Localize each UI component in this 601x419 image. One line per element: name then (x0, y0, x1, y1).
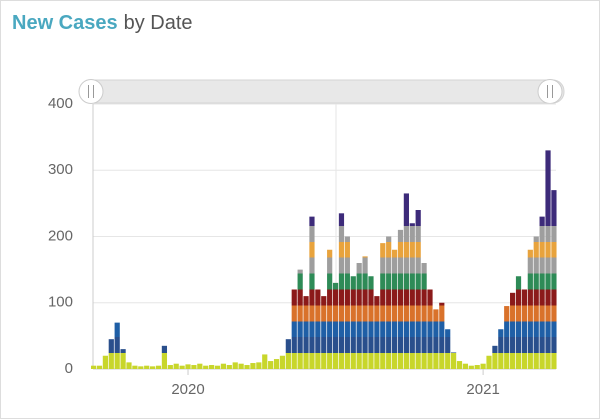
bar (185, 364, 191, 369)
bar (232, 362, 238, 369)
bar (539, 216, 545, 369)
bar (279, 355, 286, 369)
bar (108, 339, 114, 369)
bar (515, 276, 522, 369)
bar (256, 362, 262, 369)
chart-title: New Cases by Date (12, 12, 193, 34)
handle-grip (547, 85, 553, 98)
bar (350, 276, 356, 369)
slider-handle-right[interactable] (537, 79, 563, 104)
bar (90, 365, 97, 369)
bar (332, 282, 339, 369)
bar (551, 190, 557, 369)
bar (303, 296, 309, 369)
bar (527, 249, 533, 369)
bar (356, 263, 362, 369)
handle-grip (88, 85, 94, 98)
bar (309, 216, 315, 369)
bar (161, 345, 168, 369)
bar (504, 306, 510, 369)
bar (433, 309, 439, 369)
bar (344, 236, 350, 369)
bar (126, 362, 132, 369)
title-highlight: New Cases (12, 12, 118, 34)
bar (498, 329, 504, 369)
bar (173, 363, 179, 369)
bar (244, 365, 250, 369)
bar (226, 365, 232, 369)
bar (486, 355, 492, 369)
bar (362, 256, 368, 369)
title-rest: by Date (124, 12, 193, 34)
bar (102, 355, 108, 369)
bar (468, 365, 474, 369)
bar (220, 363, 227, 369)
bar (138, 366, 144, 369)
bar (120, 349, 126, 369)
bar (155, 365, 162, 369)
bar (386, 236, 392, 369)
bar (214, 365, 221, 369)
bar (421, 263, 427, 369)
bar (380, 243, 386, 369)
bar (427, 289, 433, 369)
bar (415, 210, 421, 369)
bar (191, 365, 197, 369)
bar (150, 366, 156, 369)
bar (197, 363, 203, 369)
bar (327, 249, 333, 369)
y-tick-label: 0 (65, 360, 73, 377)
bar (203, 365, 209, 369)
bar (474, 365, 480, 369)
bar (209, 365, 215, 369)
bar (445, 329, 451, 369)
bar (397, 229, 404, 369)
bar (338, 213, 345, 369)
bar (521, 289, 528, 369)
bar (533, 236, 539, 369)
y-tick-label: 400 (48, 95, 73, 112)
bar (291, 289, 297, 369)
bar (132, 365, 138, 369)
range-slider[interactable] (79, 79, 565, 104)
bar (285, 339, 291, 369)
bar (250, 363, 256, 369)
bar (96, 365, 103, 369)
bar (297, 269, 303, 369)
bar (403, 193, 409, 369)
bar (462, 363, 469, 369)
bar (114, 322, 120, 369)
bar (179, 365, 185, 369)
x-tick-label: 2021 (466, 381, 499, 398)
bar (268, 361, 274, 369)
bar (144, 365, 150, 369)
x-tick-label: 2020 (171, 381, 204, 398)
y-tick-label: 100 (48, 294, 73, 311)
bar (456, 361, 463, 369)
y-tick-label: 300 (48, 161, 73, 178)
y-tick-label: 200 (48, 227, 73, 244)
bar (374, 296, 380, 369)
bar (409, 223, 415, 369)
bar (167, 365, 173, 369)
bar (368, 276, 374, 369)
bar (315, 289, 321, 369)
bar (321, 296, 327, 369)
bar (492, 345, 498, 369)
bar (510, 292, 516, 369)
bar (545, 150, 551, 369)
slider-handle-left[interactable] (78, 79, 104, 104)
bar (451, 352, 457, 369)
bar (238, 363, 244, 369)
bar (439, 302, 445, 369)
bar (391, 249, 398, 369)
bar (480, 363, 486, 369)
bar (262, 354, 268, 369)
bar (273, 359, 280, 369)
